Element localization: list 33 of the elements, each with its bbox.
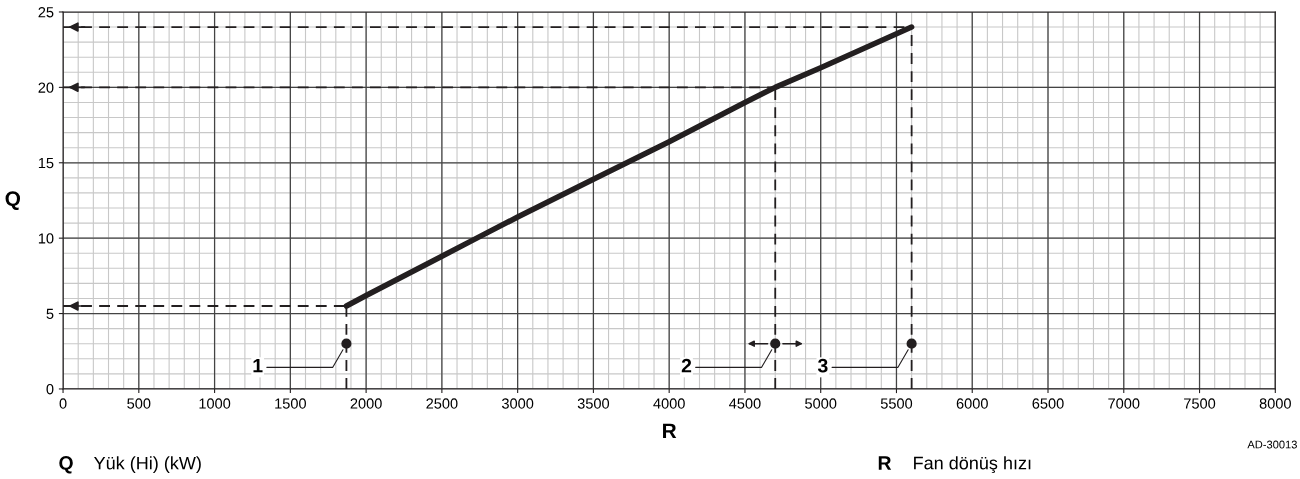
y-tick-label: 25 <box>38 7 54 18</box>
x-axis-title: R <box>663 423 677 438</box>
text: AD-30013 <box>1247 440 1297 449</box>
annotation: 2 <box>681 358 692 373</box>
annotation: 1 <box>253 358 263 373</box>
x-tick-label: 500 <box>127 398 151 409</box>
x-tick-label: 3000 <box>501 398 534 409</box>
x-tick-label: 8000 <box>1259 398 1291 409</box>
y-tick-label: 20 <box>38 82 54 93</box>
x-tick-label: 5000 <box>805 398 837 409</box>
text: Fan dönüş hızı <box>914 456 1031 474</box>
x-tick-label: 6000 <box>956 398 988 409</box>
y-tick-label: 10 <box>38 233 54 244</box>
x-tick-label: 1000 <box>199 398 231 409</box>
x-tick-label: 7500 <box>1184 398 1216 409</box>
x-tick-label: 4000 <box>653 398 685 409</box>
x-tick-label: 3500 <box>577 398 610 409</box>
y-tick-label: 15 <box>38 158 54 169</box>
y-tick-label: 5 <box>46 308 54 319</box>
x-tick-label: 2500 <box>426 398 458 409</box>
x-tick-label: 4500 <box>729 398 761 409</box>
text: Q <box>59 456 73 474</box>
x-tick-label: 1500 <box>275 398 306 409</box>
y-tick-label: 0 <box>46 384 54 395</box>
text: Yük (Hi) (kW) <box>94 456 201 474</box>
x-tick-label: 0 <box>59 398 67 409</box>
x-tick-label: 6500 <box>1032 398 1064 409</box>
x-tick-label: 7000 <box>1108 398 1140 409</box>
y-axis-title: Q <box>5 191 21 210</box>
x-tick-label: 2000 <box>350 398 382 409</box>
text: R <box>878 456 892 470</box>
annotation: 3 <box>817 358 828 373</box>
x-tick-label: 5500 <box>880 398 913 409</box>
